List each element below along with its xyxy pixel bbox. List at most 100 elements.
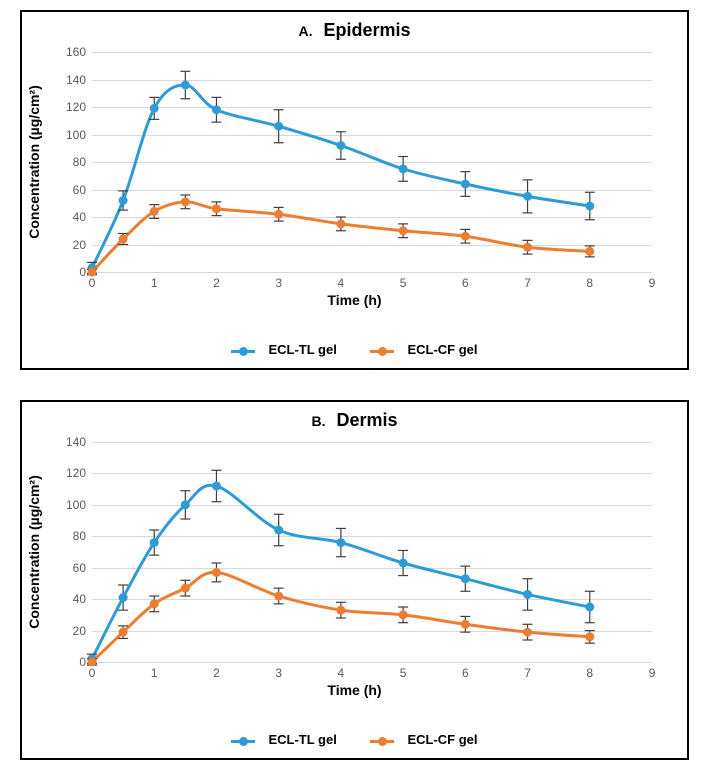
marker-icon <box>585 632 594 641</box>
marker-icon <box>212 204 221 213</box>
y-tick-label: 20 <box>73 624 86 638</box>
marker-icon <box>461 620 470 629</box>
x-tick-label: 1 <box>151 666 158 680</box>
x-axis-label: Time (h) <box>22 682 687 698</box>
x-tick-label: 4 <box>338 666 345 680</box>
series-line <box>92 485 590 659</box>
y-tick-label: 60 <box>73 183 86 197</box>
marker-icon <box>585 202 594 211</box>
legend-swatch-cf <box>370 343 403 358</box>
marker-icon <box>336 606 345 615</box>
data-point <box>274 588 284 604</box>
marker-icon <box>399 559 408 568</box>
marker-icon <box>523 628 532 637</box>
data-point <box>336 528 346 556</box>
x-tick-label: 8 <box>586 276 593 290</box>
y-tick-label: 140 <box>66 435 86 449</box>
legend-item-cf: ECL-CF gel <box>370 342 477 358</box>
panel-title: Dermis <box>336 410 397 430</box>
data-point <box>585 631 595 644</box>
series-line <box>92 85 590 268</box>
data-point <box>336 602 346 618</box>
data-point <box>211 97 221 122</box>
data-point <box>180 580 190 596</box>
y-tick-label: 120 <box>66 100 86 114</box>
marker-icon <box>585 603 594 612</box>
legend-item-tl: ECL-TL gel <box>231 342 336 358</box>
y-tick-label: 80 <box>73 155 86 169</box>
data-point <box>211 202 221 216</box>
marker-icon <box>523 192 532 201</box>
data-point <box>398 550 408 575</box>
x-tick-label: 7 <box>524 276 531 290</box>
data-point <box>523 579 533 610</box>
y-tick-label: 140 <box>66 73 86 87</box>
x-tick-label: 5 <box>400 666 407 680</box>
marker-icon <box>274 122 283 131</box>
panel-title-row: A. Epidermis <box>22 20 687 41</box>
marker-icon <box>274 526 283 535</box>
data-point <box>336 132 346 160</box>
marker-icon <box>399 610 408 619</box>
data-point <box>87 268 97 277</box>
legend-item-tl: ECL-TL gel <box>231 732 336 748</box>
page: A. Epidermis Concentration (µg/cm²) 0 20 4… <box>0 0 709 779</box>
legend-swatch-tl <box>231 733 264 748</box>
legend: ECL-TL gel ECL-CF gel <box>22 342 687 358</box>
data-point <box>274 514 284 545</box>
panel-title-row: B. Dermis <box>22 410 687 431</box>
marker-icon <box>399 226 408 235</box>
marker-icon <box>150 538 159 547</box>
marker-icon <box>461 574 470 583</box>
x-tick-label: 9 <box>649 276 656 290</box>
y-tick-label: 100 <box>66 498 86 512</box>
x-tick-label: 4 <box>338 276 345 290</box>
x-tick-label: 8 <box>586 666 593 680</box>
marker-icon <box>523 590 532 599</box>
x-tick-label: 7 <box>524 666 531 680</box>
data-point <box>585 591 595 622</box>
x-tick-label: 5 <box>400 276 407 290</box>
panel-letter: A. <box>298 23 312 39</box>
y-axis-label: Concentration (µg/cm²) <box>26 475 42 629</box>
y-tick-label: 40 <box>73 210 86 224</box>
marker-icon <box>181 500 190 509</box>
data-point <box>274 110 284 143</box>
marker-icon <box>461 232 470 241</box>
x-tick-label: 9 <box>649 666 656 680</box>
data-point <box>180 195 190 209</box>
y-tick-label: 0 <box>79 265 86 279</box>
data-point <box>585 246 595 257</box>
x-tick-label: 3 <box>275 666 282 680</box>
legend-swatch-tl <box>231 343 264 358</box>
data-point <box>460 229 470 243</box>
x-axis-label: Time (h) <box>22 292 687 308</box>
x-tick-label: 0 <box>89 666 96 680</box>
panel-letter: B. <box>311 413 325 429</box>
y-tick-label: 160 <box>66 45 86 59</box>
legend-label-cf: ECL-CF gel <box>407 342 477 357</box>
marker-icon <box>212 482 221 491</box>
marker-icon <box>119 196 128 205</box>
data-point <box>398 157 408 182</box>
data-point <box>180 71 190 99</box>
data-point <box>460 172 470 197</box>
marker-icon <box>119 235 128 244</box>
y-tick-label: 100 <box>66 128 86 142</box>
data-point <box>87 658 97 667</box>
marker-icon <box>119 593 128 602</box>
x-tick-label: 3 <box>275 276 282 290</box>
data-point <box>274 207 284 221</box>
y-tick-label: 20 <box>73 238 86 252</box>
data-point <box>398 607 408 623</box>
data-point <box>460 566 470 591</box>
data-point <box>211 470 221 501</box>
panel-dermis: B. Dermis Concentration (µg/cm²) 0204060… <box>20 400 689 760</box>
legend-label-cf: ECL-CF gel <box>407 732 477 747</box>
marker-icon <box>181 81 190 90</box>
marker-icon <box>585 247 594 256</box>
chart-svg <box>92 52 652 272</box>
legend-swatch-cf <box>370 733 403 748</box>
marker-icon <box>212 105 221 114</box>
chart-svg <box>92 442 652 662</box>
